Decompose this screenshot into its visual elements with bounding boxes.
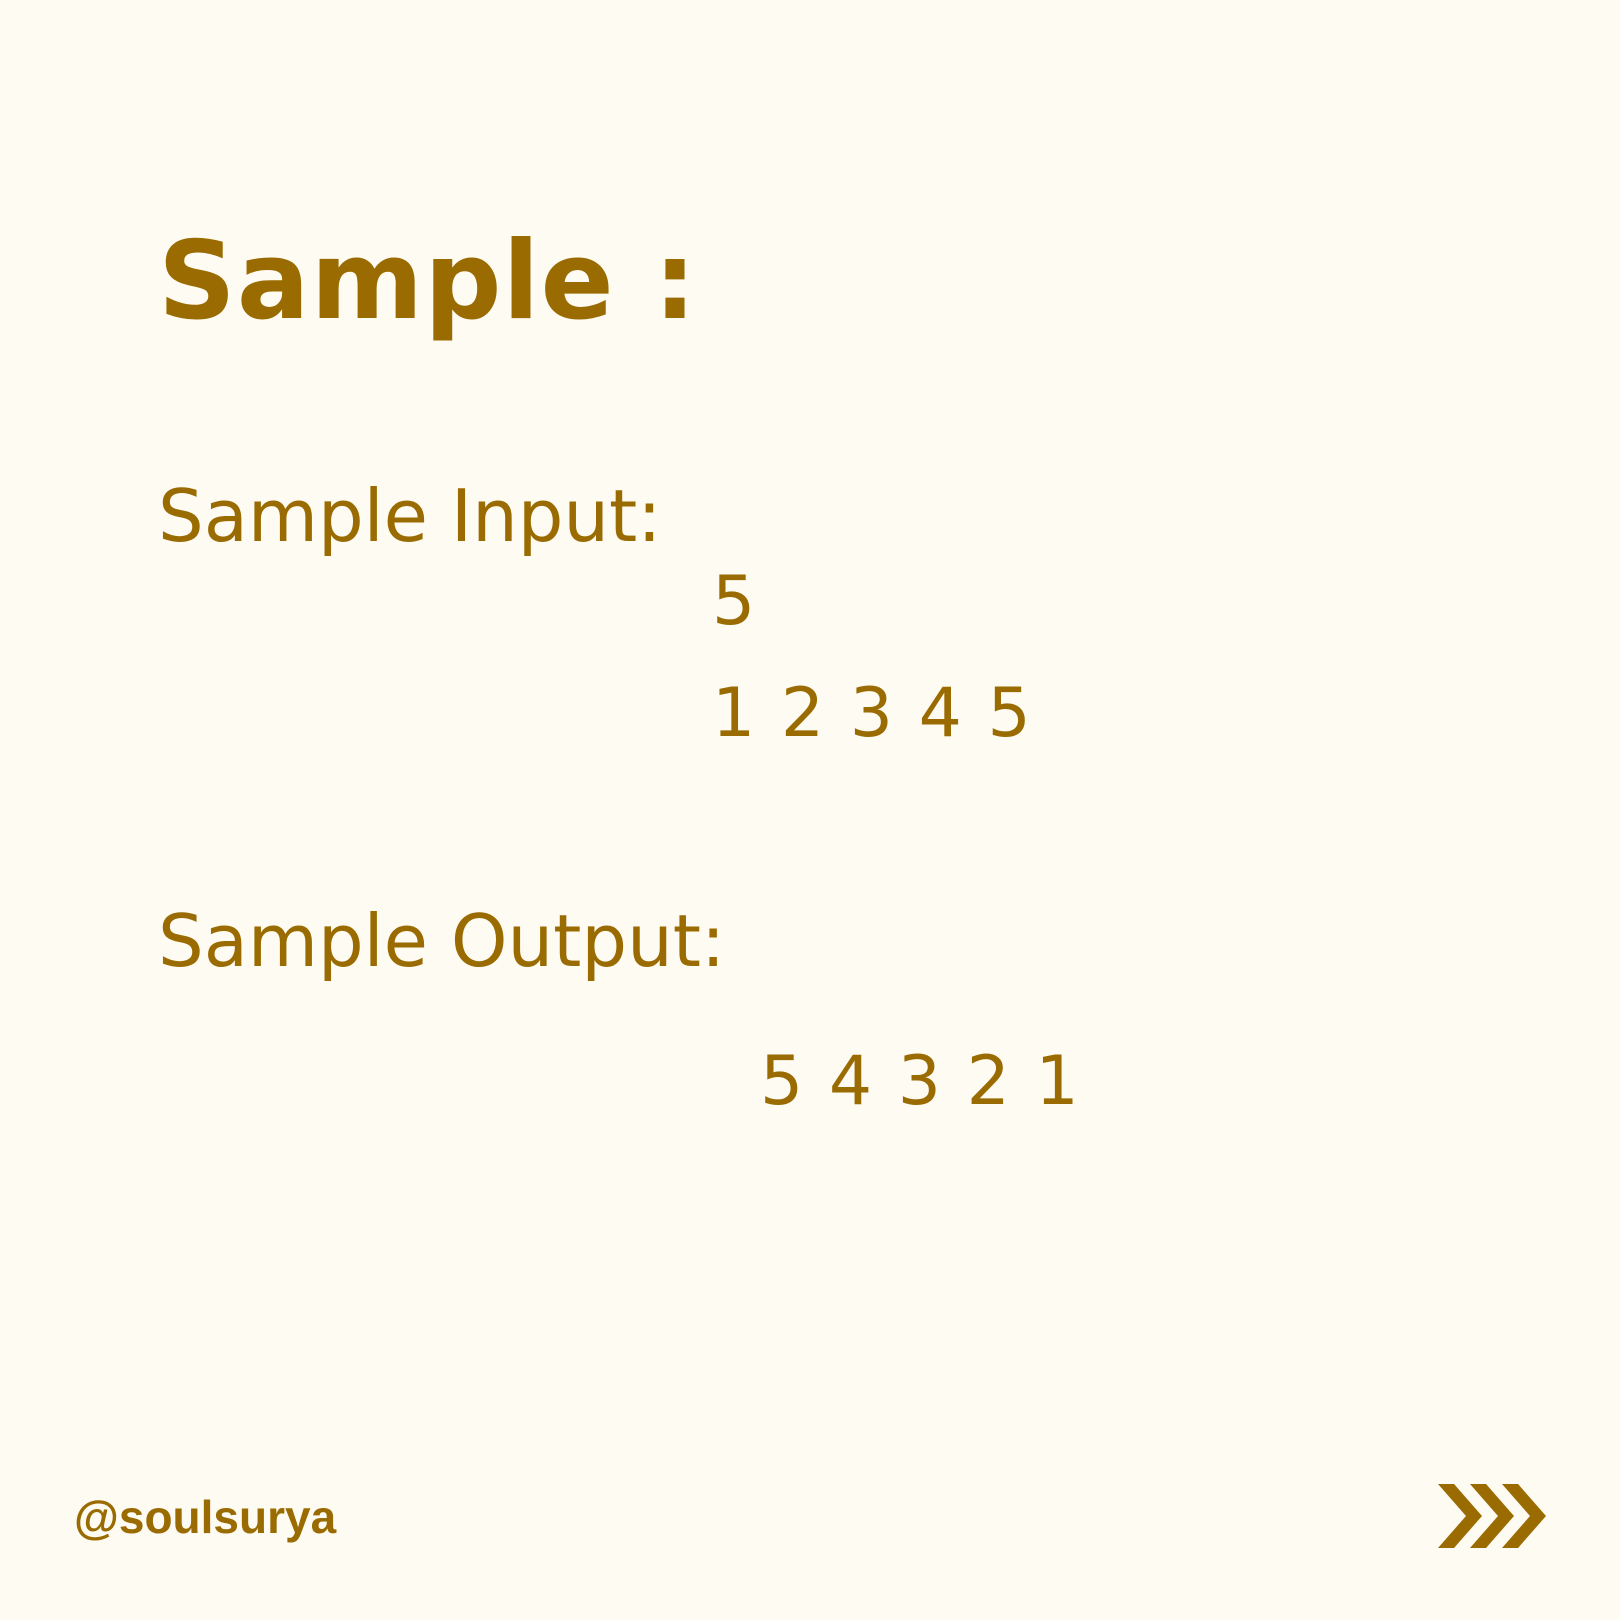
sample-input-value-line: 5	[712, 562, 756, 641]
sample-input-value-line: 1 2 3 4 5	[712, 674, 1031, 753]
page-title: Sample :	[158, 219, 698, 344]
sample-input-label: Sample Input:	[158, 474, 662, 558]
author-handle: @soulsurya	[74, 1491, 337, 1543]
sample-output-value-line: 5 4 3 2 1	[760, 1042, 1079, 1121]
sample-output-label: Sample Output:	[158, 899, 726, 983]
triple-chevron-right-icon[interactable]	[1438, 1484, 1546, 1548]
